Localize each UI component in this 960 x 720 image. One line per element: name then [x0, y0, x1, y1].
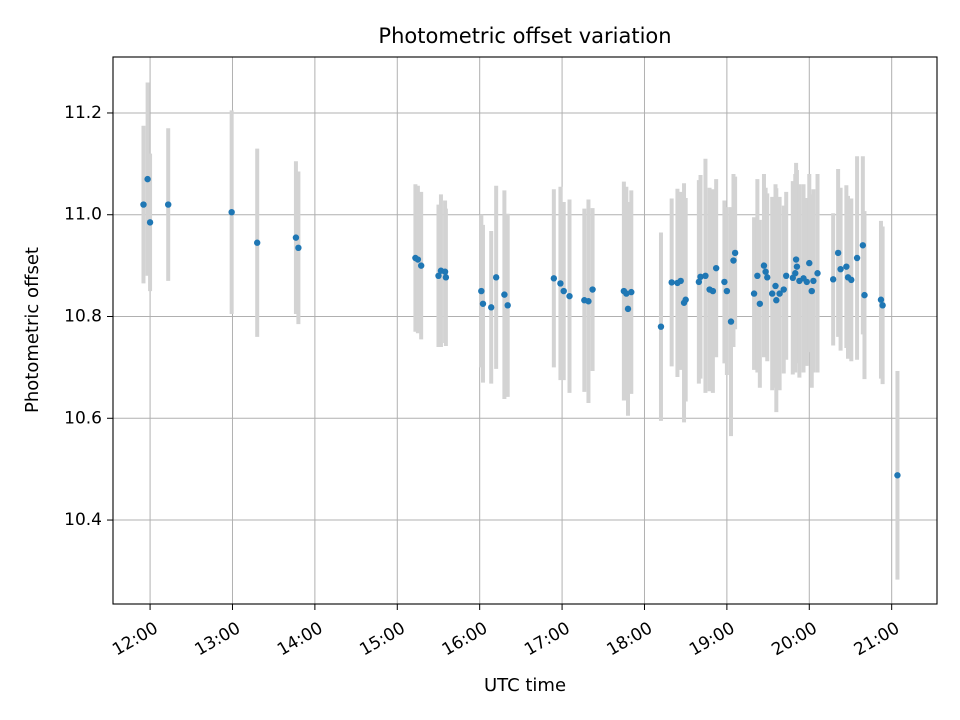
data-point	[695, 278, 703, 286]
data-point	[721, 278, 728, 286]
data-point	[793, 263, 801, 270]
data-point	[697, 273, 704, 281]
data-point	[861, 291, 868, 299]
data-point	[762, 268, 769, 275]
y-axis-label: Photometric offset	[22, 247, 43, 413]
data-point	[414, 256, 422, 263]
data-point	[894, 472, 901, 479]
data-point	[730, 257, 737, 264]
data-point	[750, 290, 758, 297]
data-point	[165, 201, 172, 208]
data-point	[628, 288, 635, 296]
data-point	[806, 259, 813, 267]
data-point	[589, 286, 596, 293]
data-point	[756, 300, 764, 307]
data-point	[442, 274, 450, 281]
data-point	[834, 249, 842, 257]
data-point	[557, 280, 564, 287]
data-point	[677, 277, 684, 285]
data-point	[709, 287, 717, 295]
data-point	[727, 318, 735, 325]
plot-frame	[112, 56, 938, 605]
data-point	[808, 287, 815, 295]
data-point	[754, 272, 761, 279]
data-points	[140, 175, 901, 479]
y-tick-label: 10.8	[64, 307, 102, 327]
data-point	[146, 219, 154, 226]
data-point	[859, 242, 867, 249]
data-point	[657, 323, 665, 330]
data-point	[478, 287, 485, 295]
data-point	[829, 276, 837, 283]
y-tick-label: 10.6	[64, 408, 102, 428]
data-point	[837, 265, 844, 273]
y-tick-label: 11.0	[64, 205, 102, 225]
y-tick-label: 11.2	[64, 103, 102, 123]
data-point	[764, 274, 771, 281]
data-point	[417, 262, 425, 269]
data-point	[843, 263, 850, 270]
data-point	[292, 234, 300, 241]
data-point	[228, 208, 235, 216]
data-point	[566, 292, 573, 300]
data-point	[877, 296, 885, 303]
data-point	[803, 278, 811, 286]
data-point	[560, 287, 567, 295]
data-point	[585, 298, 592, 305]
data-point	[140, 201, 147, 208]
data-point	[712, 264, 720, 272]
data-point	[441, 268, 449, 275]
data-point	[624, 305, 632, 313]
data-point	[488, 304, 495, 311]
data-point	[501, 291, 508, 298]
data-point	[702, 272, 709, 279]
data-point	[731, 249, 739, 257]
data-point	[769, 290, 776, 297]
y-tick-label: 10.4	[64, 510, 102, 530]
data-point	[623, 290, 630, 297]
data-point	[479, 300, 487, 307]
data-point	[254, 239, 261, 246]
data-point	[810, 277, 817, 285]
data-point	[853, 254, 861, 262]
data-point	[504, 302, 511, 309]
data-point	[792, 256, 800, 263]
data-point	[879, 302, 886, 309]
data-point	[668, 279, 675, 286]
data-point	[723, 287, 731, 295]
data-point	[492, 274, 500, 281]
data-point	[760, 262, 768, 269]
data-point	[814, 270, 821, 277]
data-point	[776, 290, 783, 297]
x-axis-label: UTC time	[484, 675, 566, 696]
grid-lines	[113, 57, 937, 604]
chart-title: Photometric offset variation	[378, 24, 671, 48]
data-point	[773, 297, 780, 304]
data-point	[144, 175, 151, 183]
data-point	[848, 276, 855, 284]
data-point	[682, 296, 689, 303]
data-point	[792, 270, 799, 277]
data-point	[435, 272, 442, 279]
data-point	[772, 282, 779, 290]
data-point	[550, 275, 558, 282]
data-point	[783, 272, 790, 279]
data-point	[295, 244, 302, 252]
data-point	[780, 286, 787, 293]
